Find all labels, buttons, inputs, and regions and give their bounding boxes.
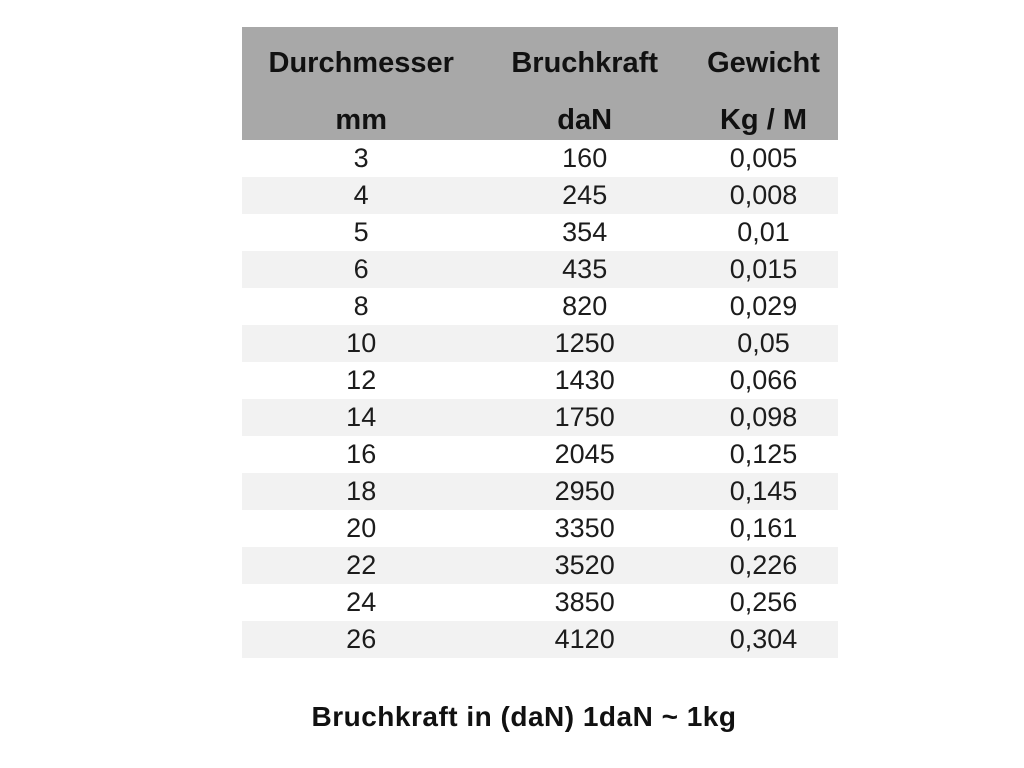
table-cell: 22 bbox=[242, 547, 481, 584]
table-caption: Bruchkraft in (daN) 1daN ~ 1kg bbox=[311, 701, 737, 732]
table-cell: 0,05 bbox=[688, 325, 838, 362]
table-row: 6 435 0,015 bbox=[242, 251, 838, 288]
table-cell: 3520 bbox=[480, 547, 689, 584]
table-cell: 245 bbox=[480, 177, 689, 214]
table-cell: 6 bbox=[242, 251, 481, 288]
header-cell-gewicht: Gewicht Kg / M bbox=[688, 27, 838, 140]
column-unit-dan: daN bbox=[557, 104, 613, 136]
table-cell: 160 bbox=[562, 143, 608, 173]
table-cell: 4 bbox=[242, 177, 481, 214]
table-row: 12 1430 0,066 bbox=[242, 362, 838, 399]
table-row: 14 1750 0,098 bbox=[242, 399, 838, 436]
table-row: 20 3350 0,161 bbox=[242, 510, 838, 547]
table-cell: 2045 bbox=[554, 439, 615, 469]
table-cell: 0,015 bbox=[688, 251, 838, 288]
table-cell: 2950 bbox=[480, 473, 689, 510]
table-row: 26 4120 0,304 bbox=[242, 621, 838, 658]
table-cell: 0,256 bbox=[729, 587, 798, 617]
header-cell-durchmesser: Durchmesser mm bbox=[242, 27, 481, 140]
table-cell: 18 bbox=[242, 473, 481, 510]
table-cell: 24 bbox=[346, 587, 377, 617]
column-unit-mm: mm bbox=[335, 104, 387, 136]
column-unit-kg-m: Kg / M bbox=[719, 104, 807, 136]
rope-spec-table: Durchmesser mm Bruchkraft daN Gewicht bbox=[242, 27, 838, 658]
table-cell: 1750 bbox=[480, 399, 689, 436]
table-cell: 3350 bbox=[554, 513, 615, 543]
rope-spec-table-container: Durchmesser mm Bruchkraft daN Gewicht bbox=[242, 27, 838, 658]
table-cell: 16 bbox=[346, 439, 377, 469]
table-cell: 0,125 bbox=[729, 439, 798, 469]
table-row: 8 820 0,029 bbox=[242, 288, 838, 325]
table-cell: 0,029 bbox=[729, 291, 798, 321]
table-cell: 435 bbox=[480, 251, 689, 288]
table-cell: 12 bbox=[346, 365, 377, 395]
table-cell: 0,161 bbox=[729, 513, 798, 543]
table-row: 10 1250 0,05 bbox=[242, 325, 838, 362]
table-cell: 26 bbox=[242, 621, 481, 658]
table-cell: 5 bbox=[353, 217, 369, 247]
column-label-gewicht: Gewicht bbox=[707, 47, 820, 79]
table-cell: 0,01 bbox=[737, 217, 790, 247]
table-cell: 14 bbox=[242, 399, 481, 436]
table-row: 3 160 0,005 bbox=[242, 140, 838, 177]
table-cell: 820 bbox=[562, 291, 608, 321]
table-row: 4 245 0,008 bbox=[242, 177, 838, 214]
table-row: 16 2045 0,125 bbox=[242, 436, 838, 473]
table-row: 24 3850 0,256 bbox=[242, 584, 838, 621]
table-row: 22 3520 0,226 bbox=[242, 547, 838, 584]
table-cell: 20 bbox=[346, 513, 377, 543]
header-cell-bruchkraft: Bruchkraft daN bbox=[480, 27, 689, 140]
table-cell: 0,098 bbox=[688, 399, 838, 436]
table-row: 18 2950 0,145 bbox=[242, 473, 838, 510]
table-cell: 0,145 bbox=[688, 473, 838, 510]
table-row: 5 354 0,01 bbox=[242, 214, 838, 251]
column-label-bruchkraft: Bruchkraft bbox=[511, 47, 659, 79]
table-cell: 1250 bbox=[480, 325, 689, 362]
table-cell: 0,226 bbox=[688, 547, 838, 584]
table-cell: 8 bbox=[353, 291, 369, 321]
table-cell: 1430 bbox=[554, 365, 615, 395]
table-cell: 0,008 bbox=[688, 177, 838, 214]
table-cell: 10 bbox=[242, 325, 481, 362]
table-cell: 3850 bbox=[554, 587, 615, 617]
table-header: Durchmesser mm Bruchkraft daN Gewicht bbox=[242, 27, 838, 140]
table-cell: 3 bbox=[353, 143, 369, 173]
table-cell: 4120 bbox=[480, 621, 689, 658]
table-cell: 0,066 bbox=[729, 365, 798, 395]
table-cell: 354 bbox=[562, 217, 608, 247]
header-row: Durchmesser mm Bruchkraft daN Gewicht bbox=[242, 27, 838, 140]
table-body: 3 160 0,005 4 245 0,008 5 354 0,01 6 435 0,015 8 820 0… bbox=[242, 140, 838, 658]
column-label-durchmesser: Durchmesser bbox=[268, 47, 454, 79]
table-cell: 0,005 bbox=[729, 143, 798, 173]
table-cell: 0,304 bbox=[688, 621, 838, 658]
